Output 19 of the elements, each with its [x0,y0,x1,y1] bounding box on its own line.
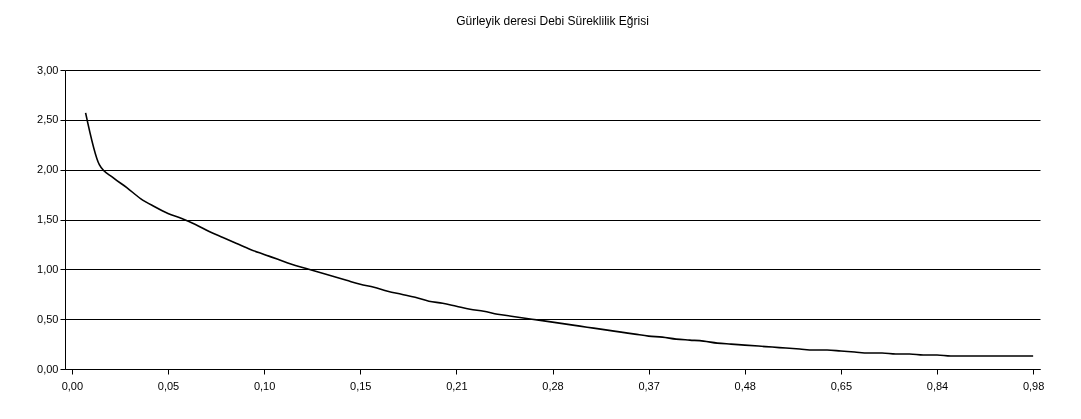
x-tick-label: 0,37 [638,379,660,392]
y-tick-label: 2,50 [37,113,59,126]
y-tick-label: 0,50 [37,312,59,325]
x-tick-label: 0,00 [61,379,84,392]
x-tick-label: 0,10 [253,379,276,392]
x-tick-label: 0,84 [926,379,949,392]
x-tick-label: 0,15 [350,379,372,392]
y-tick-label: 3,00 [37,63,59,76]
y-tick-label: 0,00 [37,362,59,375]
x-tick-label: 0,05 [157,379,180,392]
x-tick-label: 0,98 [1022,379,1045,392]
chart-title: Gürleyik deresi Debi Süreklilik Eğrisi [456,14,649,28]
y-tick-label: 1,00 [37,262,59,275]
x-tick-label: 0,65 [830,379,853,392]
x-tick-label: 0,28 [542,379,564,392]
x-tick-label: 0,21 [446,379,468,392]
y-tick-label: 2,00 [37,163,59,176]
x-tick-label: 0,48 [734,379,756,392]
y-tick-label: 1,50 [37,213,59,225]
